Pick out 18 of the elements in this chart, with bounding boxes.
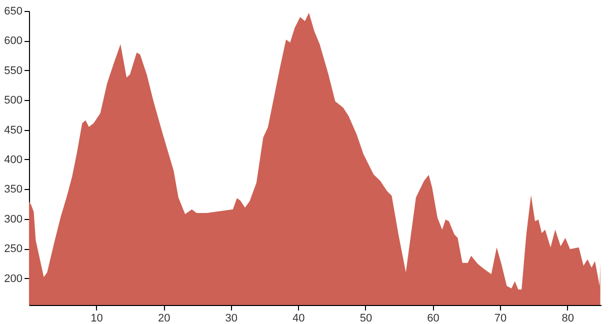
y-tick-label: 350 — [4, 184, 22, 196]
y-tick-label: 300 — [4, 213, 22, 226]
y-tick-label: 250 — [4, 243, 22, 256]
x-tick-label: 20 — [158, 312, 170, 324]
x-tick-label: 70 — [494, 312, 507, 324]
x-tick-label: 10 — [90, 312, 103, 324]
x-tick-label: 30 — [225, 312, 238, 324]
y-tick-label: 200 — [4, 272, 22, 285]
y-tick-label: 550 — [4, 64, 22, 77]
x-tick-label: 60 — [427, 312, 440, 324]
y-tick-label: 500 — [4, 94, 22, 107]
x-tick-label: 40 — [292, 312, 305, 324]
x-tick-label: 80 — [562, 312, 574, 324]
y-tick-label: 450 — [4, 124, 22, 136]
x-tick-label: 50 — [360, 312, 372, 324]
y-tick-label: 400 — [4, 154, 22, 166]
y-tick-label: 650 — [4, 6, 22, 18]
y-tick-label: 600 — [4, 35, 22, 48]
